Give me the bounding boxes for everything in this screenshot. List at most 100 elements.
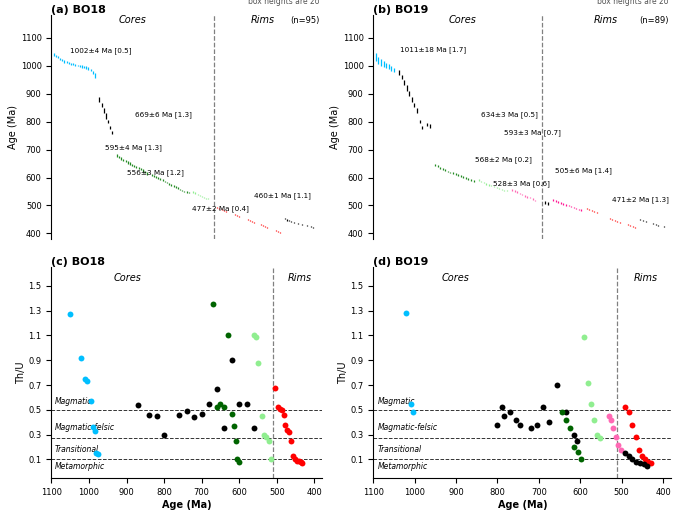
Point bbox=[264, 437, 275, 445]
Point bbox=[182, 407, 192, 415]
Point bbox=[219, 425, 229, 433]
Point bbox=[188, 413, 199, 421]
Point bbox=[275, 405, 286, 413]
Point bbox=[251, 333, 262, 341]
Point bbox=[230, 437, 241, 445]
Point bbox=[640, 455, 651, 464]
Point bbox=[87, 423, 98, 431]
Point bbox=[606, 416, 616, 424]
Text: Transitional: Transitional bbox=[55, 445, 99, 454]
Point bbox=[86, 397, 97, 405]
Point bbox=[253, 359, 264, 367]
Text: Cores: Cores bbox=[114, 273, 142, 283]
Point bbox=[613, 440, 624, 449]
Point bbox=[619, 449, 630, 457]
Point bbox=[286, 437, 297, 445]
Text: Magmatic-felsic: Magmatic-felsic bbox=[377, 423, 438, 432]
Text: Rims: Rims bbox=[594, 15, 618, 25]
Point bbox=[588, 416, 599, 424]
Point bbox=[297, 459, 308, 467]
Point bbox=[76, 354, 87, 362]
Text: (a) BO18: (a) BO18 bbox=[51, 5, 106, 14]
Text: Cores: Cores bbox=[119, 15, 147, 25]
Point bbox=[234, 458, 245, 466]
Point bbox=[196, 410, 207, 418]
Point bbox=[637, 452, 648, 460]
Point bbox=[634, 459, 645, 467]
Point bbox=[278, 411, 289, 419]
Point bbox=[642, 462, 653, 470]
Text: (c) BO18: (c) BO18 bbox=[51, 256, 105, 266]
Point bbox=[544, 418, 555, 426]
Point bbox=[586, 399, 597, 408]
Point bbox=[144, 411, 155, 419]
Text: Cores: Cores bbox=[449, 15, 477, 25]
Point bbox=[564, 425, 575, 433]
Text: 505±6 Ma [1.4]: 505±6 Ma [1.4] bbox=[555, 167, 612, 174]
Point bbox=[631, 458, 642, 466]
Point bbox=[228, 422, 239, 430]
Point bbox=[556, 408, 567, 416]
Point bbox=[595, 434, 606, 443]
Point bbox=[151, 412, 162, 420]
X-axis label: Age (Ma): Age (Ma) bbox=[497, 500, 547, 509]
Point bbox=[615, 446, 626, 454]
Text: (n=95): (n=95) bbox=[290, 16, 319, 25]
Point bbox=[293, 456, 304, 465]
Point bbox=[569, 443, 580, 451]
Point bbox=[174, 411, 185, 419]
Point bbox=[579, 333, 590, 341]
Point bbox=[582, 378, 593, 387]
X-axis label: Age (Ma): Age (Ma) bbox=[162, 500, 212, 509]
Point bbox=[552, 381, 563, 389]
Point bbox=[284, 428, 295, 436]
Point bbox=[211, 403, 222, 412]
Point bbox=[492, 420, 503, 429]
Y-axis label: Th/U: Th/U bbox=[16, 361, 25, 384]
Point bbox=[89, 427, 100, 435]
Text: Magmatic: Magmatic bbox=[377, 397, 415, 406]
Point bbox=[249, 332, 260, 340]
Point bbox=[643, 458, 653, 466]
Point bbox=[619, 403, 630, 412]
Point bbox=[260, 433, 271, 441]
Text: 528±3 Ma [0.6]: 528±3 Ma [0.6] bbox=[493, 180, 549, 187]
Text: Magmatic-felsic: Magmatic-felsic bbox=[55, 423, 115, 432]
Point bbox=[591, 431, 602, 439]
Point bbox=[208, 300, 219, 308]
Point bbox=[295, 458, 306, 466]
Text: 556±3 Ma [1.2]: 556±3 Ma [1.2] bbox=[127, 169, 184, 176]
Text: Metamorphic: Metamorphic bbox=[377, 463, 427, 471]
Point bbox=[258, 431, 269, 439]
Point bbox=[573, 448, 584, 456]
Text: Rims: Rims bbox=[634, 273, 658, 283]
Y-axis label: Age (Ma): Age (Ma) bbox=[8, 105, 18, 149]
Point bbox=[569, 431, 580, 439]
Point bbox=[610, 433, 621, 441]
Point bbox=[64, 310, 75, 319]
Point bbox=[256, 412, 267, 420]
Point bbox=[211, 384, 222, 393]
Text: 669±6 Ma [1.3]: 669±6 Ma [1.3] bbox=[135, 111, 192, 118]
Point bbox=[405, 399, 416, 408]
Point bbox=[226, 410, 237, 418]
Point bbox=[627, 420, 638, 429]
Point bbox=[234, 399, 245, 408]
Text: (b) BO19: (b) BO19 bbox=[373, 5, 429, 14]
Point bbox=[646, 459, 657, 467]
Point bbox=[525, 425, 536, 433]
Text: Rims: Rims bbox=[288, 273, 312, 283]
Point bbox=[532, 420, 543, 429]
Point bbox=[290, 455, 301, 464]
Point bbox=[627, 455, 638, 464]
Point bbox=[269, 383, 280, 392]
Point bbox=[571, 437, 582, 445]
Text: (n=89): (n=89) bbox=[639, 16, 669, 25]
Text: (d) BO19: (d) BO19 bbox=[373, 256, 429, 266]
Point bbox=[82, 377, 92, 386]
Point bbox=[631, 433, 642, 441]
Point bbox=[510, 416, 521, 424]
Point bbox=[634, 446, 645, 454]
Point bbox=[288, 452, 299, 460]
Point bbox=[638, 460, 649, 468]
